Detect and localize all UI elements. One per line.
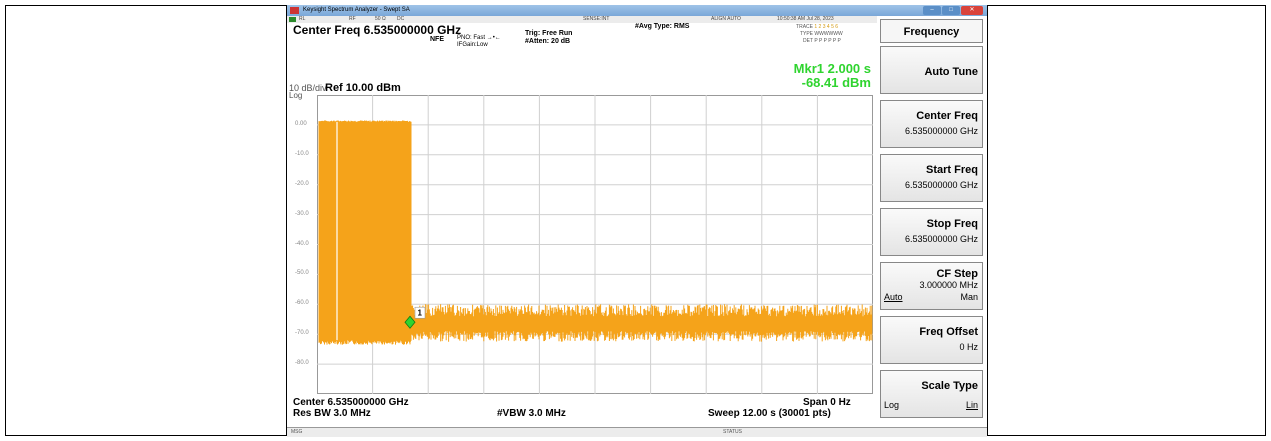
softkey-label: Start Freq [926,164,978,176]
title-bar: Keysight Spectrum Analyzer - Swept SA – … [287,5,987,16]
softkey-label: Center Freq [916,110,978,122]
status-label: STATUS [723,429,742,435]
ready-icon [289,17,296,22]
softkey-value: 6.535000000 GHz [904,126,978,136]
pno-label: PNO: Fast →•← [457,35,501,41]
message-bar: MSG STATUS [287,427,987,437]
marker-1-label: 1 [418,309,423,318]
status-sense: SENSE:INT [583,16,610,22]
marker-time: Mkr1 2.000 s [793,61,871,76]
softkey-value: 0 Hz [959,342,978,352]
freq-offset-button[interactable]: Freq Offset 0 Hz [880,316,983,364]
softkey-value: 6.535000000 GHz [904,180,978,190]
footer-sweep: Sweep 12.00 s (30001 pts) [708,408,831,419]
window-title: Keysight Spectrum Analyzer - Swept SA [303,7,410,13]
analyzer-window: Keysight Spectrum Analyzer - Swept SA – … [286,5,988,437]
ifgain-label: IFGain:Low [457,42,488,48]
type-value: WWWWWW [814,31,843,37]
arrow-icon: →•← [486,35,501,41]
marker-1-icon [404,315,416,329]
y-tick-label: 0.00 [295,120,307,127]
menu-title: Frequency [880,19,983,43]
atten-label: #Atten: 20 dB [525,38,571,45]
status-rl: RL [299,16,306,22]
y-tick-label: -20.0 [295,180,309,187]
maximize-icon[interactable]: □ [942,6,960,15]
status-datetime: 10:50:38 AM Jul 28, 2023 [777,16,834,22]
footer-span: Span 0 Hz [803,397,851,408]
softkey-value: 6.535000000 GHz [904,234,978,244]
softkey-label: CF Step [936,268,978,280]
trace-numbers: 1 2 3 4 5 6 [814,24,839,30]
footer-vbw: #VBW 3.0 MHz [497,408,566,419]
cf-step-auto-option[interactable]: Auto [884,292,903,302]
softkey-label: Scale Type [921,380,978,392]
stop-freq-button[interactable]: Stop Freq 6.535000000 GHz [880,208,983,256]
footer-res-bw: Res BW 3.0 MHz [293,408,371,419]
softkey-label: Auto Tune [924,66,978,78]
status-impedance: 50 Ω [375,16,386,22]
scale-log: Log [289,91,303,100]
status-rf: RF [349,16,356,22]
y-tick-label: -10.0 [295,150,309,157]
msg-label: MSG [291,429,303,435]
cf-step-man-option[interactable]: Man [960,292,978,302]
y-tick-label: -70.0 [295,330,309,337]
trace-legend: TRACE 1 2 3 4 5 6 TYPE WWWWWW DET P P P … [789,24,843,45]
cf-step-button[interactable]: CF Step 3.000000 MHz Auto Man [880,262,983,310]
minimize-icon[interactable]: – [923,6,941,15]
trace-1 [318,120,873,345]
trace-label: TRACE [796,24,813,30]
marker-label-box [414,306,426,319]
softkey-label: Stop Freq [926,218,978,230]
y-tick-label: -60.0 [295,300,309,307]
y-tick-label: -40.0 [295,240,309,247]
ref-level: Ref 10.00 dBm [325,82,401,94]
det-value: P P P P P P [814,38,841,44]
type-label: TYPE [799,31,813,37]
y-tick-label: -30.0 [295,210,309,217]
status-coupling: DC [397,16,405,22]
scale-type-log-option[interactable]: Log [884,400,900,410]
scale-type-lin-option[interactable]: Lin [965,400,978,410]
y-tick-label: -80.0 [295,360,309,367]
center-freq-button[interactable]: Center Freq 6.535000000 GHz [880,100,983,148]
trig-label: Trig: Free Run [525,30,573,37]
auto-tune-button[interactable]: Auto Tune [880,46,983,94]
marker-level: -68.41 dBm [801,75,871,90]
app-icon [290,7,299,14]
softkey-panel: Frequency Auto Tune Center Freq 6.535000… [877,16,987,427]
center-freq-title: Center Freq 6.535000000 GHz [293,23,462,37]
scale-div: 10 dB/div [289,83,327,93]
y-tick-label: -50.0 [295,270,309,277]
avg-type-label: #Avg Type: RMS [635,23,690,30]
softkey-label: Freq Offset [919,326,978,338]
close-icon[interactable]: ✕ [961,6,983,15]
softkey-value: 3.000000 MHz [919,280,978,290]
nfe-label: NFE [430,36,444,43]
status-bar: RL RF 50 Ω DC SENSE:INT ALIGN AUTO 10:50… [287,16,877,23]
scale-type-button[interactable]: Scale Type Log Lin [880,370,983,418]
start-freq-button[interactable]: Start Freq 6.535000000 GHz [880,154,983,202]
trace-plot[interactable]: 1 [317,95,873,394]
trace-1-path [318,120,873,345]
status-align: ALIGN AUTO [711,16,741,22]
det-label: DET [803,38,813,44]
footer-center: Center 6.535000000 GHz [293,397,409,408]
